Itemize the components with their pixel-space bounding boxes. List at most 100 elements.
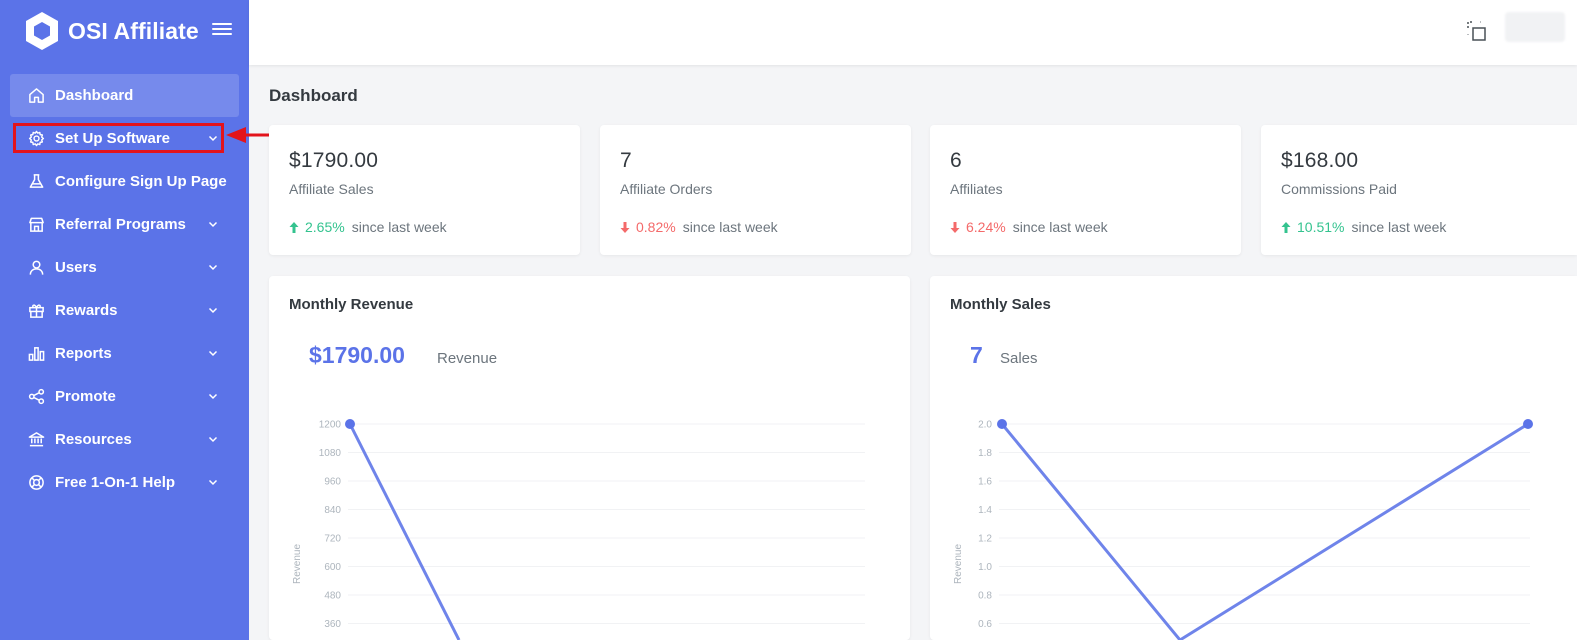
stat-value: $1790.00 [289, 149, 379, 172]
sidebar-item-referral-programs[interactable]: Referral Programs [10, 203, 239, 246]
sidebar-item-label: Set Up Software [55, 130, 171, 147]
annotation-highlight-box [13, 123, 224, 153]
y-tick-label: 1.6 [978, 477, 992, 488]
gift-icon [27, 302, 45, 320]
sidebar-item-label: Dashboard [55, 87, 134, 104]
page-title: Dashboard [269, 86, 358, 105]
chart-card-monthly-sales: Monthly Sales 7 Sales 2.0 1.8 1.6 1.4 1.2 1.0… [930, 276, 1577, 640]
stat-value: 6 [950, 149, 962, 172]
sales-line-chart: 2.0 1.8 1.6 1.4 1.2 1.0 0.8 0.6 Revenue [953, 419, 1533, 640]
y-tick-label: 840 [324, 505, 341, 516]
stat-card-affiliates: 6 Affiliates 6.24% since last week [930, 125, 1241, 255]
y-tick-label: 1080 [319, 448, 342, 459]
y-axis-label: Revenue [953, 544, 964, 584]
flask-icon [27, 173, 45, 191]
sidebar-item-resources[interactable]: Resources [10, 418, 239, 461]
chevron-down-icon [208, 264, 218, 271]
avatar[interactable] [1505, 12, 1565, 42]
share-icon [27, 388, 45, 406]
stat-value: $168.00 [1281, 149, 1359, 172]
fullscreen-icon[interactable] [1466, 20, 1488, 42]
chevron-down-icon [208, 436, 218, 443]
stat-change: 0.82% since last week [620, 219, 892, 235]
sidebar-nav: Dashboard Set Up Software Configure Sign… [10, 74, 239, 504]
sidebar-item-rewards[interactable]: Rewards [10, 289, 239, 332]
stat-change-percent: 0.82% [636, 219, 676, 235]
brand[interactable]: OSI Affiliate [24, 10, 199, 52]
y-tick-label: 0.6 [978, 619, 992, 630]
y-tick-label: 1.8 [978, 448, 992, 459]
chart-summary-label: Revenue [437, 350, 498, 367]
chevron-down-icon [208, 221, 218, 228]
stat-change-period: since last week [351, 219, 447, 235]
stat-label: Affiliates [950, 181, 1003, 197]
sidebar-item-set-up-software[interactable]: Set Up Software [10, 117, 239, 160]
sidebar-item-configure-sign-up-page[interactable]: Configure Sign Up Page [10, 160, 239, 203]
osi-logo-icon [26, 12, 58, 50]
sidebar: OSI Affiliate Dashboard Set Up Software … [0, 0, 249, 640]
stat-card-affiliate-sales: $1790.00 Affiliate Sales 2.65% since las… [269, 125, 580, 255]
chart-title: Monthly Revenue [289, 296, 414, 313]
chart-title: Monthly Sales [950, 296, 1051, 313]
chevron-down-icon [208, 479, 218, 486]
sidebar-item-label: Configure Sign Up Page [55, 173, 227, 190]
stat-change-period: since last week [1012, 219, 1108, 235]
y-tick-label: 1.4 [978, 505, 992, 516]
y-tick-label: 960 [324, 477, 341, 488]
sidebar-item-users[interactable]: Users [10, 246, 239, 289]
user-icon [27, 259, 45, 277]
gear-icon [27, 130, 45, 148]
chart-card-monthly-revenue: Monthly Revenue $1790.00 Revenue 1200 108… [269, 276, 910, 640]
sidebar-item-dashboard[interactable]: Dashboard [10, 74, 239, 117]
bank-icon [27, 431, 45, 449]
chevron-down-icon [208, 307, 218, 314]
stat-change-percent: 10.51% [1297, 219, 1345, 235]
sidebar-item-reports[interactable]: Reports [10, 332, 239, 375]
stat-change: 6.24% since last week [950, 219, 1222, 235]
chevron-down-icon [208, 393, 218, 400]
series-line [348, 423, 461, 640]
home-icon [27, 87, 45, 105]
stat-change-percent: 6.24% [966, 219, 1006, 235]
data-point[interactable] [997, 419, 1007, 429]
topbar [249, 0, 1577, 65]
lifebuoy-icon [27, 474, 45, 492]
sidebar-item-label: Promote [55, 388, 116, 405]
stat-change: 10.51% since last week [1281, 219, 1558, 235]
sidebar-item-label: Users [55, 259, 97, 276]
y-tick-label: 1.0 [978, 562, 992, 573]
menu-toggle-icon[interactable] [212, 20, 232, 40]
revenue-line-chart: 1200 1080 960 840 720 600 480 360 Revenue [292, 419, 865, 640]
stat-card-affiliate-orders: 7 Affiliate Orders 0.82% since last week [600, 125, 911, 255]
arrow-down-icon [620, 221, 630, 233]
chart-summary-value: $1790.00 [309, 342, 405, 368]
chevron-down-icon [208, 350, 218, 357]
chevron-down-icon [208, 135, 218, 142]
stat-label: Affiliate Sales [289, 181, 374, 197]
sidebar-item-label: Referral Programs [55, 216, 186, 233]
y-tick-label: 720 [324, 534, 341, 545]
stat-change: 2.65% since last week [289, 219, 561, 235]
y-tick-label: 480 [324, 591, 341, 602]
chart-summary-value: 7 [970, 342, 983, 368]
stat-change-period: since last week [1351, 219, 1447, 235]
bar-chart-icon [27, 345, 45, 363]
y-tick-label: 1200 [319, 420, 342, 431]
data-point[interactable] [345, 419, 355, 429]
series-line [1000, 422, 1529, 640]
stat-change-percent: 2.65% [305, 219, 345, 235]
sidebar-item-promote[interactable]: Promote [10, 375, 239, 418]
y-tick-label: 360 [324, 619, 341, 630]
sidebar-item-free-help[interactable]: Free 1-On-1 Help [10, 461, 239, 504]
stat-label: Affiliate Orders [620, 181, 713, 197]
app-title: OSI Affiliate [68, 17, 199, 44]
arrow-down-icon [950, 221, 960, 233]
y-tick-label: 600 [324, 562, 341, 573]
sidebar-item-label: Reports [55, 345, 112, 362]
y-tick-label: 0.8 [978, 591, 992, 602]
stat-label: Commissions Paid [1281, 181, 1397, 197]
data-point[interactable] [1523, 419, 1533, 429]
y-tick-label: 2.0 [978, 420, 992, 431]
y-tick-label: 1.2 [978, 534, 992, 545]
store-icon [27, 216, 45, 234]
